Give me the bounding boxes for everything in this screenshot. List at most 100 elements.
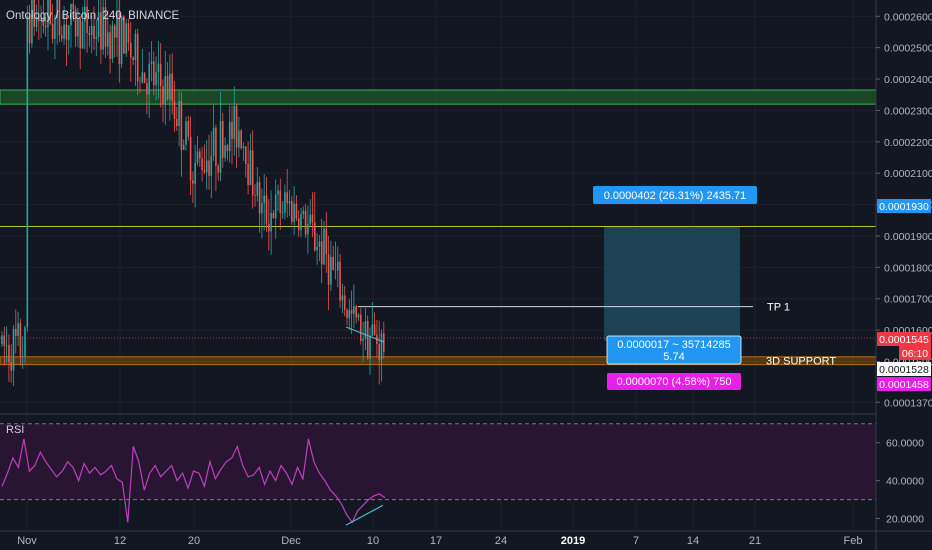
- candle-body: [178, 101, 180, 127]
- loss-label-text: 0.0000070 (4.58%) 750: [617, 376, 732, 388]
- candle-body: [54, 17, 56, 39]
- candle-body: [187, 121, 190, 137]
- candle-body: [56, 0, 58, 18]
- candle-body: [65, 24, 68, 40]
- candle-body: [1, 335, 3, 345]
- candle-body: [208, 160, 210, 176]
- candle-body: [348, 309, 351, 318]
- candle-body: [366, 321, 369, 359]
- loss-label[interactable]: 0.0000070 (4.58%) 750: [607, 373, 741, 390]
- support-zone[interactable]: [0, 356, 877, 366]
- rsi-axis[interactable]: 60.0000 40.0000 20.0000: [876, 438, 924, 526]
- candle-body: [357, 314, 360, 318]
- candle-body: [150, 61, 153, 65]
- candle-body: [15, 328, 17, 337]
- rsi-line[interactable]: [1, 438, 386, 524]
- candle-body: [86, 6, 88, 33]
- candle-body: [12, 328, 15, 371]
- candle-body: [228, 121, 231, 152]
- candle-body: [189, 136, 192, 181]
- candle-body: [130, 42, 132, 58]
- candle-body: [311, 214, 314, 223]
- rsi-divergence-line[interactable]: [345, 504, 384, 526]
- price-tick-label: 0.0002500: [884, 43, 932, 55]
- candle-body: [242, 146, 245, 149]
- candle-body: [192, 180, 194, 184]
- time-axis[interactable]: Nov 12 20 Dec 10 17 24 2019 7 14 21 Feb: [17, 535, 862, 547]
- candle-body: [100, 12, 102, 50]
- time-tick-label: 21: [749, 535, 761, 547]
- time-tick-label: 17: [430, 535, 442, 547]
- candle-body: [284, 192, 286, 213]
- rsi-tick-label: 60.0000: [886, 438, 924, 450]
- time-tick-label: 10: [367, 535, 379, 547]
- candle-body: [353, 306, 355, 314]
- chart-title: Ontology / Bitcoin, 240, BINANCE: [6, 10, 180, 22]
- candle-body: [297, 218, 300, 231]
- price-divergence-line[interactable]: [345, 326, 385, 343]
- candle-body: [146, 83, 148, 95]
- candle-body: [194, 162, 196, 184]
- candle-body: [139, 81, 141, 83]
- candle-body: [224, 145, 226, 158]
- price-badge-text: 0.0001528: [879, 364, 929, 376]
- candle-body: [123, 16, 125, 54]
- candle-body: [95, 36, 98, 39]
- candle-body: [155, 72, 157, 86]
- price-badges: 0.0001930 0.0001545 06:10 0.0001528 0.000145…: [877, 199, 931, 391]
- profit-target-box[interactable]: [604, 226, 740, 341]
- candle-body: [70, 3, 72, 26]
- price-tick-label: 0.0002100: [884, 168, 932, 180]
- candle-body: [97, 12, 100, 37]
- candle-body: [327, 254, 330, 285]
- candle-body: [63, 24, 65, 39]
- candle-body: [254, 195, 256, 197]
- candle-body: [226, 145, 229, 152]
- candle-body: [231, 121, 233, 140]
- candle-body: [3, 335, 6, 346]
- resistance-zone[interactable]: [0, 89, 877, 105]
- candle-body: [171, 73, 173, 102]
- time-tick-label: Feb: [844, 535, 863, 547]
- candle-body: [201, 158, 203, 170]
- price-tick-label: 0.0002600: [884, 11, 932, 23]
- candle-body: [24, 327, 26, 357]
- price-badge: [899, 346, 931, 360]
- candle-body: [350, 309, 353, 314]
- position-label[interactable]: 0.0000017 ~ 35714285 5.74: [606, 335, 742, 365]
- candle-body: [343, 295, 346, 310]
- price-tick-label: 0.0001370: [884, 397, 932, 409]
- price-tick-label: 0.0002400: [884, 74, 932, 86]
- candle-body: [300, 214, 302, 231]
- rsi-tick-label: 40.0000: [886, 476, 924, 488]
- position-label-line1: 0.0000017 ~ 35714285: [617, 339, 730, 351]
- candle-body: [157, 63, 160, 73]
- candle-body: [364, 321, 367, 340]
- candle-body: [35, 16, 38, 27]
- candle-body: [279, 190, 282, 214]
- candle-body: [323, 228, 325, 265]
- candle-body: [159, 63, 162, 87]
- candle-body: [360, 314, 362, 341]
- candle-body: [93, 25, 95, 39]
- loss-label-bg: [607, 373, 741, 390]
- candle-body: [107, 32, 109, 47]
- candle-body: [134, 33, 137, 60]
- profit-label[interactable]: 0.0000402 (26.31%) 2435.71: [593, 186, 757, 204]
- candle-body: [240, 130, 242, 149]
- candle-body: [274, 194, 277, 219]
- candle-body: [222, 120, 224, 158]
- candle-body: [116, 10, 118, 38]
- candle-body: [44, 25, 47, 28]
- candle-body: [166, 76, 169, 100]
- price-tick-label: 0.0002300: [884, 105, 932, 117]
- candle-body: [217, 165, 219, 173]
- candle-body: [346, 309, 348, 318]
- candle-body: [10, 361, 12, 371]
- candle-body: [31, 0, 33, 44]
- candle-body: [113, 25, 116, 38]
- candle-body: [8, 345, 10, 362]
- candle-body: [42, 18, 45, 26]
- candle-body: [341, 295, 344, 301]
